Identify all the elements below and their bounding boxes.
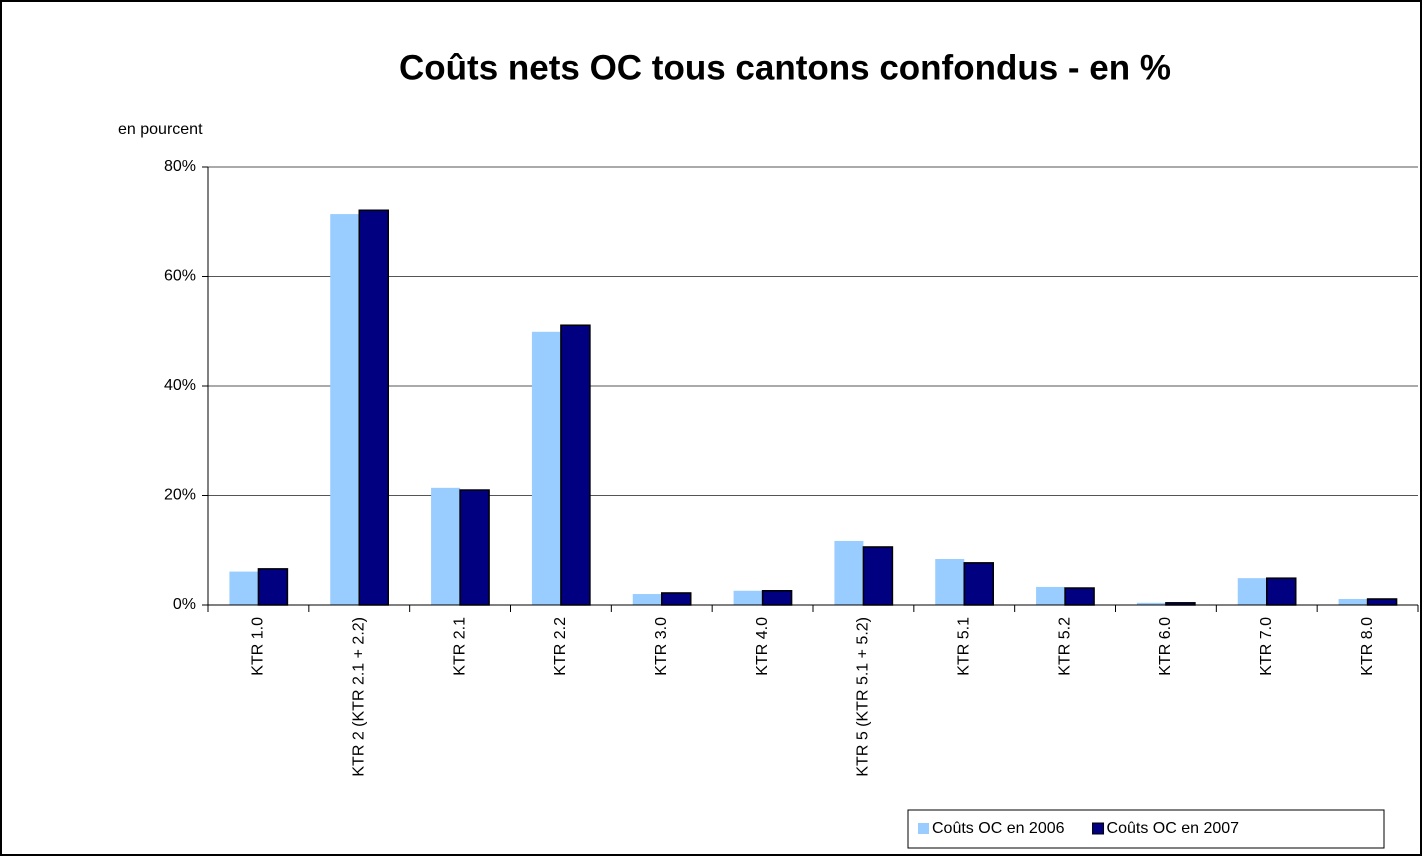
bar <box>1338 598 1368 605</box>
x-tick-label: KTR 7.0 <box>1258 617 1275 676</box>
legend-label: Coûts OC en 2006 <box>932 820 1065 837</box>
x-tick-label: KTR 8.0 <box>1359 617 1376 676</box>
bar <box>358 209 389 606</box>
bar <box>1366 598 1398 606</box>
y-axis-label: en pourcent <box>118 121 203 138</box>
legend-swatch <box>1092 822 1105 835</box>
bar <box>330 214 360 605</box>
bar <box>560 324 591 606</box>
bar <box>632 594 662 605</box>
y-tick-label: 60% <box>164 268 196 285</box>
x-tick-label: KTR 6.0 <box>1157 617 1174 676</box>
bar <box>862 546 894 606</box>
bar <box>761 590 793 606</box>
bar <box>431 487 461 605</box>
x-tick-label: KTR 5.1 <box>955 617 972 676</box>
bar <box>1237 578 1267 605</box>
y-tick-label: 20% <box>164 487 196 504</box>
bar <box>1036 586 1066 605</box>
y-tick-label: 40% <box>164 377 196 394</box>
bar <box>935 559 965 605</box>
legend-box <box>907 809 1385 849</box>
bar <box>459 489 490 606</box>
x-tick-label: KTR 2.2 <box>552 617 569 676</box>
legend-label: Coûts OC en 2007 <box>1107 820 1240 837</box>
x-tick-label: KTR 2.1 <box>451 617 468 676</box>
bar <box>1266 577 1297 606</box>
bar <box>661 592 692 606</box>
x-tick-label: KTR 5.2 <box>1056 617 1073 676</box>
x-tick-label: KTR 2 (KTR 2.1 + 2.2) <box>350 617 367 777</box>
bar <box>1064 587 1095 606</box>
x-tick-label: KTR 5 (KTR 5.1 + 5.2) <box>855 617 872 777</box>
bar <box>733 590 763 605</box>
y-tick-label: 0% <box>173 596 196 613</box>
x-tick-label: KTR 1.0 <box>250 617 267 676</box>
bar <box>229 571 259 605</box>
bar <box>531 331 561 605</box>
bar <box>1136 602 1166 605</box>
legend: Coûts OC en 2006 Coûts OC en 2007 <box>907 809 1385 849</box>
x-tick-label: KTR 4.0 <box>754 617 771 676</box>
bar <box>963 562 994 606</box>
legend-swatch <box>918 823 929 834</box>
chart-title: Coûts nets OC tous cantons confondus - e… <box>399 48 1171 87</box>
bar <box>834 540 864 605</box>
bar <box>257 568 289 606</box>
y-tick-label: 80% <box>164 158 196 175</box>
x-tick-label: KTR 3.0 <box>653 617 670 676</box>
